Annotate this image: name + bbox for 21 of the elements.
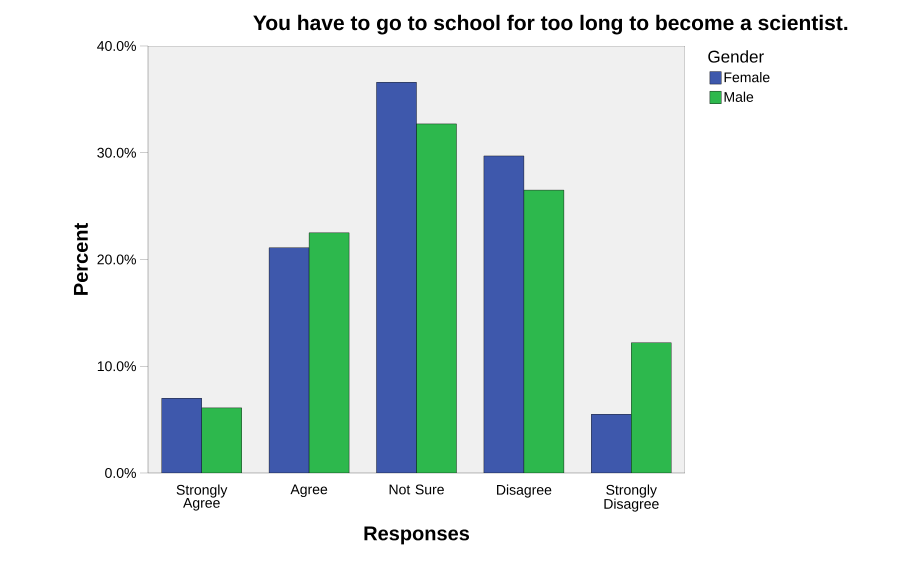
x-tick-label: Agree	[290, 484, 328, 498]
x-tick-label: Disagree	[497, 484, 552, 498]
legend-label: Male	[724, 92, 754, 102]
x-tick-label: Strongly Agree	[176, 484, 228, 511]
bar	[162, 398, 202, 473]
y-tick-label: 10.0%	[98, 361, 136, 372]
legend-title: Gender	[708, 50, 764, 63]
x-tick-label: Not Sure	[390, 484, 444, 494]
y-tick-label: 0.0%	[105, 468, 136, 478]
y-tick-label: 40.0%	[97, 41, 136, 51]
legend-label: Female	[724, 72, 770, 82]
x-tick-label: Strongly Disagree	[604, 484, 659, 512]
chart-title: You have to go to school for too long to become a scientist.	[253, 14, 848, 34]
bar	[376, 82, 417, 473]
y-axis-title: Percent	[74, 223, 88, 295]
y-tick-label: 30.0%	[97, 148, 136, 158]
bar	[484, 156, 524, 473]
bar	[591, 414, 632, 473]
bar	[268, 248, 310, 473]
x-axis-title: Responses	[364, 526, 470, 544]
y-tick-label: 20.0%	[97, 254, 136, 264]
